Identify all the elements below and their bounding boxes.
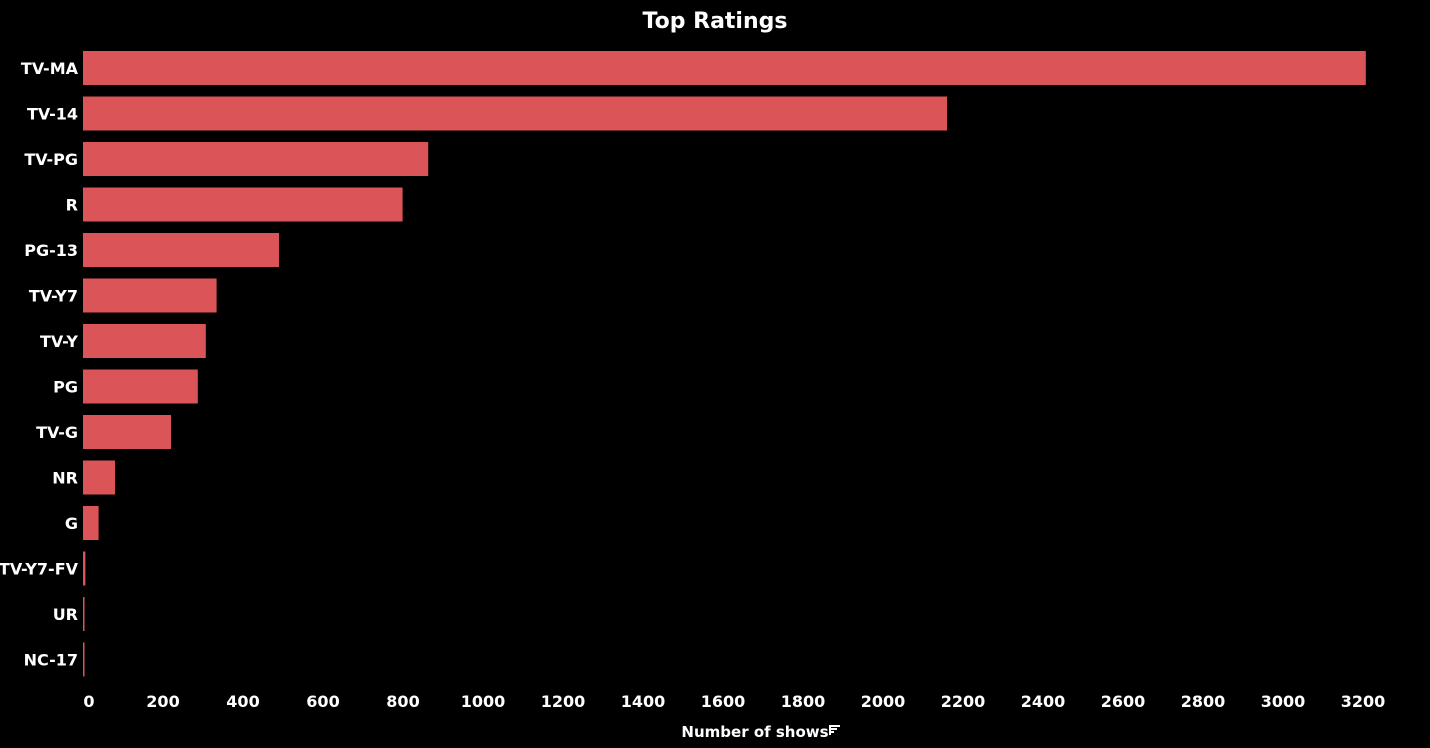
x-tick-label: 400 — [226, 692, 259, 711]
bar-nr[interactable] — [83, 460, 115, 495]
category-label-tv-ma: TV-MA — [21, 59, 79, 78]
category-label-tv-y7: TV-Y7 — [29, 287, 78, 306]
bar-tv-ma[interactable] — [83, 51, 1366, 85]
x-tick-label: 1000 — [461, 692, 506, 711]
x-tick-label: 2800 — [1181, 692, 1226, 711]
category-label-tv-g: TV-G — [36, 423, 78, 442]
x-tick-label: 2600 — [1101, 692, 1146, 711]
category-label-tv-y: TV-Y — [40, 332, 78, 351]
bar-tv-y7[interactable] — [83, 278, 217, 313]
chart-title: Top Ratings — [643, 9, 788, 34]
x-axis-ticks: 0 200 400 600 800 1000 1200 1400 1600 1800 2000 220… — [83, 692, 1385, 711]
x-tick-label: 1600 — [701, 692, 746, 711]
category-label-nr: NR — [52, 469, 78, 488]
x-tick-label: 600 — [306, 692, 339, 711]
x-tick-label: 0 — [83, 692, 94, 711]
bar-tv-14[interactable] — [83, 96, 947, 131]
x-tick-label: 2000 — [861, 692, 906, 711]
sort-descending-icon[interactable] — [829, 725, 840, 735]
x-tick-label: 1200 — [541, 692, 586, 711]
category-label-tv-14: TV-14 — [27, 105, 78, 124]
x-tick-label: 2200 — [941, 692, 986, 711]
bar-r[interactable] — [83, 187, 403, 222]
x-tick-label: 2400 — [1021, 692, 1066, 711]
x-tick-label: 200 — [146, 692, 179, 711]
bar-nc-17[interactable] — [83, 642, 85, 677]
x-tick-label: 3000 — [1261, 692, 1306, 711]
category-label-pg-13: PG-13 — [24, 241, 78, 260]
category-label-tv-pg: TV-PG — [24, 150, 78, 169]
bar-tv-y7-fv[interactable] — [83, 551, 86, 586]
bar-pg[interactable] — [83, 369, 198, 404]
bar-g[interactable] — [83, 506, 99, 540]
category-label-pg: PG — [53, 378, 78, 397]
category-label-tv-y7-fv: TV-Y7-FV — [0, 560, 79, 579]
bar-tv-y[interactable] — [83, 324, 206, 358]
category-label-nc-17: NC-17 — [24, 651, 78, 670]
bar-ur[interactable] — [83, 597, 85, 631]
category-label-r: R — [66, 196, 78, 215]
bar-tv-g[interactable] — [83, 415, 171, 449]
bar-pg-13[interactable] — [83, 233, 279, 267]
x-axis-title: Number of shows — [681, 723, 828, 741]
category-label-g: G — [65, 514, 78, 533]
x-tick-label: 1800 — [781, 692, 826, 711]
x-tick-label: 800 — [386, 692, 419, 711]
category-label-ur: UR — [53, 605, 78, 624]
x-tick-label: 1400 — [621, 692, 666, 711]
x-tick-label: 3200 — [1341, 692, 1386, 711]
bars-group — [83, 51, 1366, 677]
bar-tv-pg[interactable] — [83, 142, 429, 176]
x-axis-title-group: Number of shows — [681, 723, 840, 741]
category-labels: TV-MA TV-14 TV-PG R PG-13 TV-Y7 TV-Y PG TV-G NR G T… — [0, 59, 79, 670]
